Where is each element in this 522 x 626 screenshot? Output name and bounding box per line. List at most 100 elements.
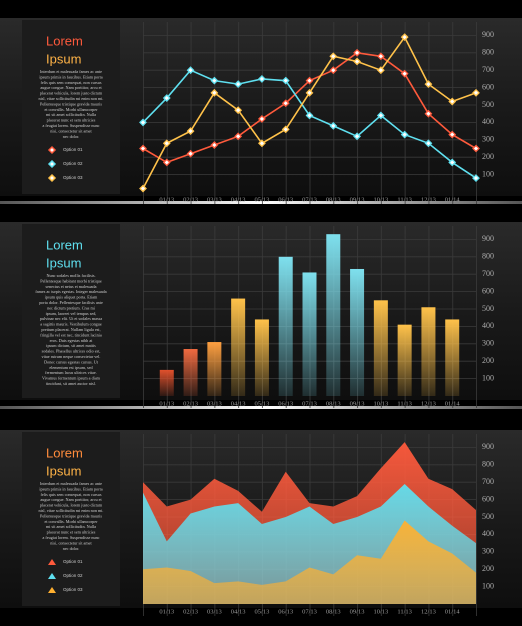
x-tick-label: 10/13 <box>373 196 388 203</box>
body-text: nisi, consectetur sit amet <box>50 540 92 546</box>
point <box>424 80 433 89</box>
body-text: Interdum et malesuada fames ac ante <box>40 481 102 486</box>
x-tick-label: 12/13 <box>421 608 436 615</box>
bar <box>350 268 365 396</box>
y-tick-label: 400 <box>482 321 494 330</box>
body-text: felis quis sem consequat, non cursus <box>41 80 102 86</box>
body-text: et convallis. Morbi ullamcorper <box>44 107 98 112</box>
bar <box>302 272 317 396</box>
y-tick-label: 500 <box>482 512 494 521</box>
body-text: nisl, vitae sollicitudin mi enim non mi. <box>39 508 104 514</box>
point <box>258 74 266 83</box>
body-text: nisl, vitae sollicitudin mi enim non mi. <box>39 96 104 102</box>
point <box>448 158 457 167</box>
bar <box>231 298 246 396</box>
y-tick-label: 600 <box>482 286 494 295</box>
point <box>448 130 457 139</box>
point <box>234 132 243 141</box>
body-text: Donec cursus egestas cursus. Ut <box>44 359 99 364</box>
point <box>162 139 171 148</box>
y-tick-label: 200 <box>482 564 494 573</box>
body-text: placerat vehicula, lorem justo dictum <box>40 91 103 97</box>
legend-marker <box>47 173 57 183</box>
bar <box>207 342 222 396</box>
body-text: placerat nunc et sem ultricies <box>47 118 96 123</box>
point <box>353 132 361 141</box>
series-area <box>143 520 476 604</box>
legend-marker <box>47 159 57 169</box>
point <box>472 88 480 97</box>
body-text: augue congue. Nam porttitor, arcu et <box>40 85 102 91</box>
y-tick-label: 900 <box>482 442 494 451</box>
x-tick-label: 03/13 <box>207 196 222 203</box>
body-text: a feugiat lorem. Suspendisse nunc <box>42 123 99 128</box>
bar <box>397 324 412 396</box>
body-text: sodales. Phasellus ultrices odio est, <box>42 349 101 355</box>
x-tick-label: 07/13 <box>302 196 317 203</box>
body-text: ipsum dictum, sit amet mattis <box>46 343 96 349</box>
y-tick-label: 300 <box>482 135 494 144</box>
y-tick-label: 300 <box>482 339 494 348</box>
y-tick-label: 100 <box>482 169 494 178</box>
point <box>162 158 171 167</box>
x-tick-label: 01/13 <box>159 608 174 615</box>
point <box>186 127 195 136</box>
bar <box>254 319 269 396</box>
point <box>472 174 480 182</box>
body-text: nec dolor. <box>63 546 80 551</box>
point <box>305 88 314 97</box>
body-text: et convallis. Morbi ullamcorper <box>44 519 98 524</box>
legend-label: Option 01 <box>63 559 83 564</box>
point <box>281 76 290 85</box>
bar <box>159 369 174 396</box>
body-text: ipsum primis in faucibus. Etiam porta <box>39 74 102 79</box>
point <box>424 109 433 118</box>
point <box>353 57 361 66</box>
y-tick-label: 200 <box>482 152 494 161</box>
body-text: pretium placerat. Nullam ligula est, <box>41 327 100 333</box>
y-tick-label: 400 <box>482 117 494 126</box>
point <box>376 52 385 61</box>
body-text: Interdum et malesuada fames ac ante <box>40 69 102 74</box>
y-tick-label: 700 <box>482 477 494 486</box>
body-text: elementum est ipsum, sed <box>49 365 93 371</box>
x-tick-label: 08/13 <box>326 608 341 615</box>
point <box>234 106 243 115</box>
point <box>376 66 385 75</box>
body-text: eros. Duis egestas nibh at <box>50 338 94 343</box>
y-tick-label: 600 <box>482 494 494 503</box>
y-tick-label: 700 <box>482 65 494 74</box>
point <box>400 33 409 42</box>
sidebar <box>22 224 120 398</box>
bar <box>421 307 436 396</box>
x-tick-label: 01/13 <box>159 400 174 407</box>
x-tick-label: 04/13 <box>231 196 246 203</box>
point <box>329 121 338 130</box>
x-tick-label: 05/13 <box>255 608 270 615</box>
x-tick-label: 12/13 <box>421 400 436 407</box>
body-text: tincidunt, sit amet auctor nisl. <box>46 381 96 387</box>
y-tick-label: 600 <box>482 82 494 91</box>
x-tick-label: 05/13 <box>255 196 270 203</box>
y-tick-label: 900 <box>482 234 494 243</box>
body-text: porta dolor. Pellentesque facilisis ante <box>39 300 103 305</box>
y-tick-label: 800 <box>482 252 494 261</box>
body-text: nisi, consectetur sit amet <box>50 128 92 134</box>
x-tick-label: 09/13 <box>350 400 365 407</box>
y-tick-label: 100 <box>482 581 494 590</box>
legend-label: Option 03 <box>63 587 83 592</box>
body-text: pulvinar nec elit. Ut et sodales massa <box>40 316 102 321</box>
body-text: mi sit amet sollicitudin. Nulla <box>46 524 96 529</box>
point <box>353 48 361 57</box>
legend-marker <box>48 573 56 579</box>
point <box>210 141 219 149</box>
y-tick-label: 400 <box>482 529 494 538</box>
point <box>139 144 147 153</box>
legend-marker <box>48 559 56 565</box>
body-text: vitae rutrum neque consectetur vel. <box>42 354 101 359</box>
x-tick-label: 08/13 <box>326 196 341 203</box>
point <box>258 115 266 123</box>
x-tick-label: 01/14 <box>445 400 461 407</box>
y-tick-label: 900 <box>482 30 494 39</box>
point <box>448 97 457 106</box>
